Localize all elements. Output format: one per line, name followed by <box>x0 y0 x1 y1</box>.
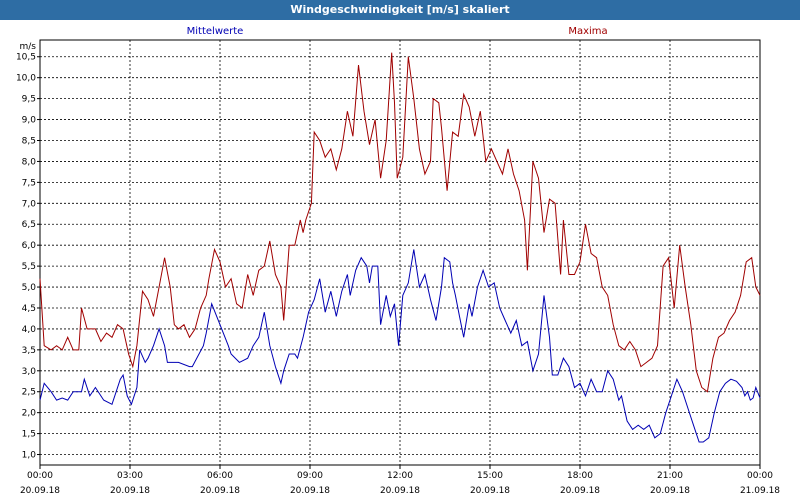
x-tick-time: 06:00 <box>207 471 233 481</box>
y-tick-label: 2,0 <box>22 409 37 419</box>
legend-maxima: Maxima <box>568 26 607 37</box>
series-line-maxima <box>39 52 761 393</box>
x-tick-time: 18:00 <box>567 471 593 481</box>
y-tick-label: 3,5 <box>22 346 36 356</box>
x-axis-ticks: 00:00 20.09.18 03:00 20.09.18 06:00 20.09.18 0… <box>20 465 780 496</box>
y-tick-label: 5,0 <box>22 283 37 293</box>
y-tick-label: 3,0 <box>22 367 37 377</box>
x-tick-time: 12:00 <box>387 471 413 481</box>
y-tick-label: 1,5 <box>22 430 36 440</box>
wind-speed-chart: 1,0 1,5 2,0 2,5 3,0 3,5 4,0 4,5 5,0 5,5 6,0 6,5 7,0 7… <box>16 26 780 496</box>
x-tick-date: 20.09.18 <box>380 486 420 496</box>
y-tick-label: 9,5 <box>22 95 36 105</box>
y-tick-label: 1,0 <box>22 451 37 461</box>
x-tick-time: 15:00 <box>477 471 503 481</box>
x-tick-date: 20.09.18 <box>20 486 60 496</box>
series-lines <box>39 52 761 443</box>
y-tick-label: 4,5 <box>22 304 36 314</box>
x-tick-date: 20.09.18 <box>470 486 510 496</box>
series-line-mittelwerte <box>39 249 761 443</box>
legend-mittelwerte: Mittelwerte <box>187 26 244 37</box>
x-tick-date: 20.09.18 <box>110 486 150 496</box>
x-tick-time: 03:00 <box>117 471 143 481</box>
y-tick-label: 10,0 <box>16 74 36 84</box>
x-tick-time: 09:00 <box>297 471 323 481</box>
plot-frame <box>39 39 761 466</box>
x-tick-date: 20.09.18 <box>200 486 240 496</box>
y-tick-label: 6,0 <box>22 241 37 251</box>
y-axis-unit-label: m/s <box>20 42 37 52</box>
window-title: Windgeschwindigkeit [m/s] skaliert <box>0 0 800 20</box>
x-tick-time: 00:00 <box>747 471 773 481</box>
x-tick-date: 21.09.18 <box>740 486 780 496</box>
y-tick-label: 2,5 <box>22 388 36 398</box>
x-tick-date: 20.09.18 <box>650 486 690 496</box>
grid-lines <box>40 40 760 465</box>
y-tick-label: 7,0 <box>22 199 37 209</box>
y-tick-label: 7,5 <box>22 178 36 188</box>
y-tick-label: 9,0 <box>22 116 37 126</box>
x-tick-time: 21:00 <box>657 471 683 481</box>
x-tick-time: 00:00 <box>27 471 53 481</box>
y-axis-ticks: 1,0 1,5 2,0 2,5 3,0 3,5 4,0 4,5 5,0 5,5 6,0 6,5 7,0 7… <box>16 53 40 461</box>
x-tick-date: 20.09.18 <box>290 486 330 496</box>
y-tick-label: 4,0 <box>22 325 37 335</box>
y-tick-label: 10,5 <box>16 53 36 63</box>
y-tick-label: 5,5 <box>22 262 36 272</box>
x-tick-date: 20.09.18 <box>560 486 600 496</box>
y-tick-label: 6,5 <box>22 220 36 230</box>
y-tick-label: 8,5 <box>22 136 36 146</box>
y-tick-label: 8,0 <box>22 157 37 167</box>
